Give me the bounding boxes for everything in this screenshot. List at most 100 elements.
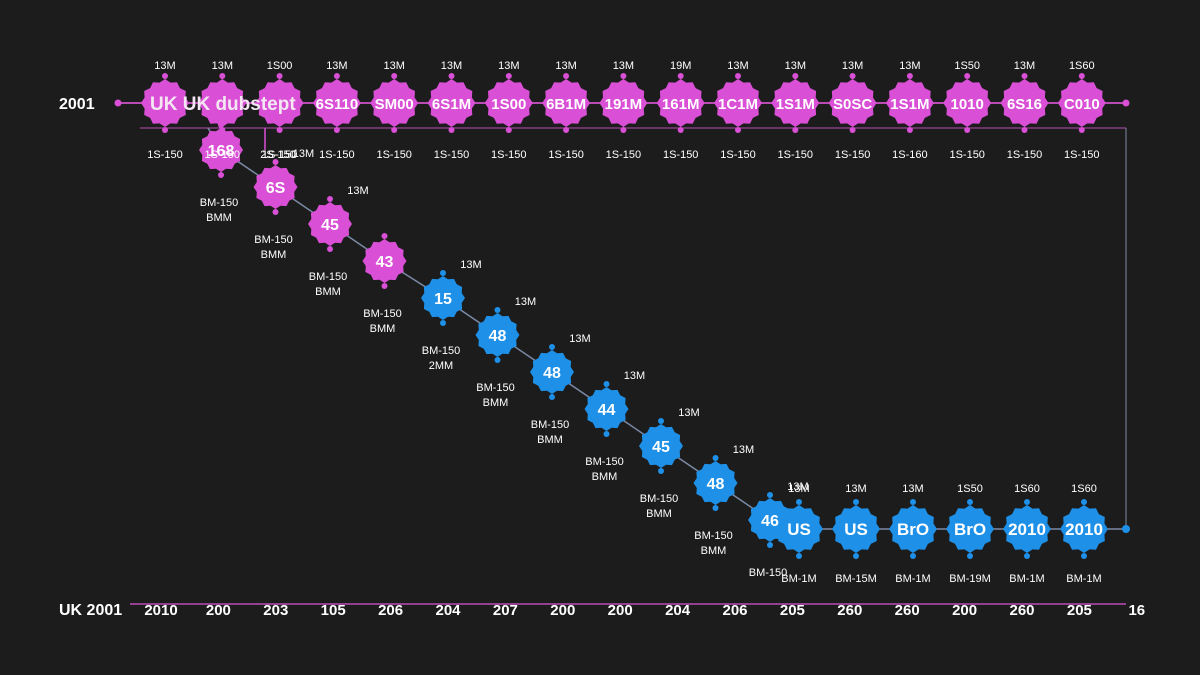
bottom-node-label: 2010 bbox=[1065, 520, 1103, 539]
bottom-node-above-label: 1S50 bbox=[957, 483, 983, 495]
top-node-2-stem-top bbox=[276, 73, 283, 79]
top-node-10-stem-bottom bbox=[735, 127, 741, 133]
top-node-7-stem-bottom bbox=[563, 127, 570, 133]
diagonal-node-below2-label: BMM bbox=[483, 397, 509, 409]
diagonal-node-0-stem-bottom bbox=[218, 172, 224, 178]
diagonal-node-label: 45 bbox=[652, 439, 670, 456]
diagonal-node-label: 168 bbox=[208, 143, 235, 160]
top-node-13-stem-bottom bbox=[906, 127, 913, 133]
top-node-3-stem-top bbox=[333, 73, 340, 79]
diagonal-node-7-stem-bottom bbox=[603, 431, 610, 437]
top-axis-end-dot bbox=[1122, 99, 1130, 107]
bottom-node-label: 2010 bbox=[1008, 520, 1046, 539]
bottom-node-above-label: 1S60 bbox=[1014, 483, 1040, 495]
x-axis-tick-label: 204 bbox=[665, 602, 691, 619]
diagonal-node-above-label: 13M bbox=[733, 444, 754, 456]
diagonal-node-label: 46 bbox=[761, 513, 779, 530]
top-node-4-stem-bottom bbox=[391, 127, 398, 133]
diagonal-node-label: 45 bbox=[321, 217, 339, 234]
diagonal-node-label: 44 bbox=[598, 402, 616, 419]
diagonal-node-4-stem-top bbox=[440, 270, 446, 276]
top-node-above-label: 13M bbox=[727, 60, 748, 72]
top-node-above-label: 1S50 bbox=[954, 60, 980, 72]
top-node-below-label: 1S-150 bbox=[548, 149, 583, 161]
diagonal-node-9-stem-top bbox=[712, 455, 719, 461]
bottom-node-4-stem-bottom bbox=[1024, 553, 1030, 559]
top-node-10 bbox=[714, 79, 762, 127]
diagonal-node-0-stem-top bbox=[218, 122, 224, 128]
top-node-15 bbox=[1000, 79, 1049, 127]
bottom-node-4 bbox=[1003, 505, 1051, 553]
bottom-node-label: US bbox=[787, 520, 811, 539]
diagonal-node-8 bbox=[639, 424, 683, 468]
diagonal-node-2-stem-bottom bbox=[327, 246, 333, 252]
top-node-above-label: 13M bbox=[555, 60, 576, 72]
top-node-8-stem-top bbox=[620, 73, 627, 79]
top-node-0 bbox=[141, 79, 189, 127]
bottom-node-3-stem-bottom bbox=[967, 553, 973, 559]
x-axis-tick-label: 260 bbox=[895, 602, 920, 619]
diagonal-node-above-label: 13M bbox=[460, 259, 481, 271]
diagonal-node-below2-label: BMM bbox=[701, 545, 727, 557]
x-axis-tick-label: 206 bbox=[378, 602, 403, 619]
timeline-nodes bbox=[114, 73, 1130, 559]
diagonal-node-1 bbox=[253, 165, 298, 209]
bottom-axis-label: UK 2001 bbox=[59, 602, 122, 619]
top-node-3 bbox=[312, 79, 361, 127]
top-node-7 bbox=[542, 79, 591, 127]
diagonal-node-7 bbox=[584, 387, 629, 431]
top-node-11-stem-bottom bbox=[792, 127, 799, 133]
diagonal-node-above-label: 13M bbox=[624, 370, 645, 382]
diagonal-node-above-label: 13M bbox=[569, 333, 590, 345]
diagonal-node-label: 6S bbox=[266, 180, 286, 197]
top-node-below-label: 1S-150 bbox=[491, 149, 526, 161]
bottom-node-label: BrO bbox=[897, 520, 929, 539]
diagonal-node-below2-label: 2MM bbox=[429, 360, 453, 372]
top-node-1 bbox=[198, 79, 247, 127]
top-row-label: 2001 bbox=[59, 96, 95, 113]
bottom-node-above-label: 13M bbox=[902, 483, 923, 495]
top-node-15-stem-top bbox=[1021, 73, 1028, 79]
diagonal-node-9-stem-bottom bbox=[712, 505, 719, 511]
x-axis-tick-label: 200 bbox=[608, 602, 633, 619]
top-node-15-stem-bottom bbox=[1021, 127, 1028, 133]
bottom-node-below-label: BM-1M bbox=[1009, 573, 1044, 585]
bottom-node-0-stem-top bbox=[796, 499, 802, 505]
top-node-9 bbox=[656, 79, 705, 127]
bottom-node-5-stem-top bbox=[1081, 499, 1087, 505]
top-node-above-label: 13M bbox=[613, 60, 634, 72]
top-node-label: C010 bbox=[1064, 96, 1100, 113]
top-node-above-label: 13M bbox=[785, 60, 806, 72]
diagonal-node-7-stem-top bbox=[603, 381, 610, 387]
top-node-label: 6S16 bbox=[1007, 96, 1042, 113]
top-node-12 bbox=[828, 79, 877, 127]
x-axis-tick-label: 203 bbox=[263, 602, 288, 619]
bottom-node-3 bbox=[946, 505, 994, 553]
top-node-9-stem-top bbox=[677, 73, 684, 79]
diagonal-node-10-stem-top bbox=[767, 492, 773, 498]
diagonal-node-above-label: 13M bbox=[678, 407, 699, 419]
diagonal-node-5-stem-bottom bbox=[494, 357, 501, 363]
top-node-label: S0SC bbox=[833, 96, 872, 113]
diagonal-node-below2-label: BMM bbox=[315, 286, 341, 298]
top-node-above-label: 13M bbox=[842, 60, 863, 72]
top-node-2 bbox=[255, 79, 304, 127]
top-node-10-stem-top bbox=[735, 73, 741, 79]
diagonal-node-below2-label: BMM bbox=[592, 471, 618, 483]
top-axis-start-dot bbox=[114, 99, 122, 107]
timeline-labels: 13M1S-15013M1S-1501S001S-1506S11013M1S-1… bbox=[59, 60, 1145, 619]
diagonal-node-3-stem-bottom bbox=[381, 283, 388, 289]
diagonal-node-above-label: 13M bbox=[293, 148, 314, 160]
bottom-node-label: BrO bbox=[954, 520, 986, 539]
x-axis-tick-label: 105 bbox=[321, 602, 346, 619]
x-axis-tick-label: 204 bbox=[435, 602, 461, 619]
bottom-node-5-stem-bottom bbox=[1081, 553, 1087, 559]
diagonal-node-4 bbox=[421, 276, 465, 320]
top-node-label: 6S1M bbox=[432, 96, 471, 113]
top-node-label: 1S1M bbox=[890, 96, 929, 113]
bottom-node-above-label: 13M bbox=[845, 483, 866, 495]
diagonal-node-2-stem-top bbox=[327, 196, 333, 202]
top-node-5 bbox=[427, 79, 476, 127]
bottom-node-1 bbox=[832, 505, 880, 553]
